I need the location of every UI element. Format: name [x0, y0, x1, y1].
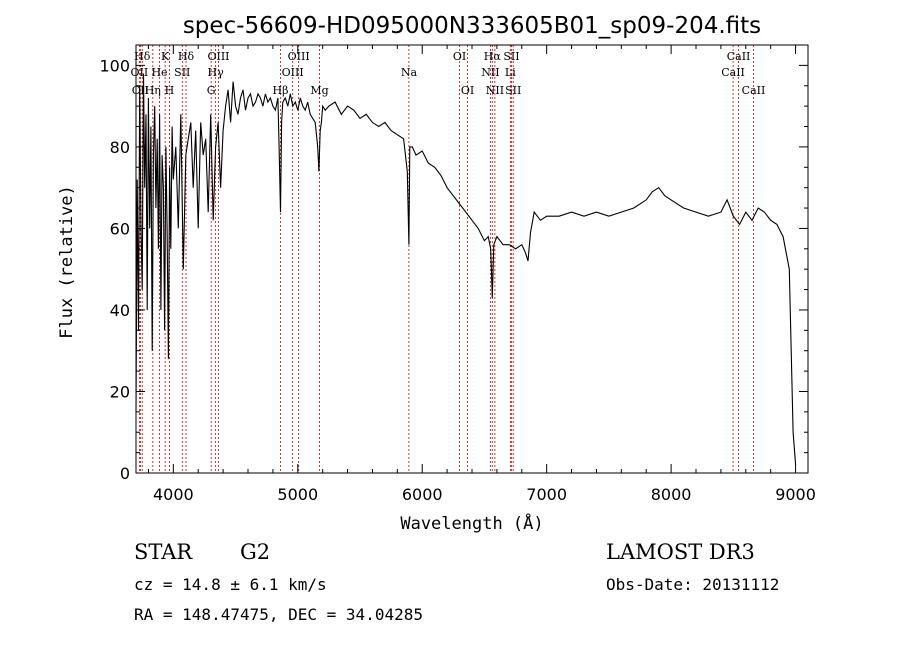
x-axis: 4000 5000 6000 7000 8000 9000	[147, 45, 816, 504]
spectral-line-label: SII	[505, 84, 521, 97]
y-axis-label: Flux (relative)	[57, 185, 77, 339]
spectral-line-label: OIII	[207, 50, 229, 63]
spectral-line-label: H	[165, 84, 175, 97]
y-axis: 0 20 40 60 80 100	[99, 44, 808, 483]
spectral-line-label: Hγ	[208, 66, 225, 79]
spectral-line-label: CaII	[721, 66, 745, 79]
x-tick-label: 4000	[153, 485, 194, 504]
spectral-line-label: Na	[401, 66, 418, 79]
spectral-line-label: OI	[461, 84, 474, 97]
spectral-line-label: K	[161, 50, 170, 63]
x-axis-label: Wavelength (Å)	[400, 512, 543, 534]
spectral-line-label: OII	[131, 66, 149, 79]
chart-title: spec-56609-HD095000N333605B01_sp09-204.f…	[183, 13, 761, 39]
y-tick-label: 60	[110, 219, 130, 238]
y-tick-label: 80	[110, 138, 130, 157]
obs-date: Obs-Date: 20131112	[606, 575, 779, 594]
spectral-line-label: OIII	[282, 66, 304, 79]
spectrum-line	[135, 73, 797, 465]
spectral-line-label: OI	[453, 50, 466, 63]
spectral-line-markers	[138, 45, 754, 473]
x-tick-label: 9000	[775, 485, 816, 504]
y-tick-label: 100	[99, 56, 130, 75]
y-tick-label: 40	[110, 301, 130, 320]
spectral-line-label: G	[207, 84, 216, 97]
spectral-line-label: Hδ	[134, 50, 151, 63]
survey-label: LAMOST DR3	[606, 540, 755, 564]
y-tick-label: 20	[110, 382, 130, 401]
object-subclass: G2	[240, 540, 270, 564]
object-class: STAR	[134, 540, 193, 564]
spectral-line-label: Mg	[310, 84, 328, 97]
spectral-line-label: He	[151, 66, 167, 79]
spectral-line-label: Hδ	[178, 50, 195, 63]
spectral-line-label: Hη	[145, 84, 161, 97]
x-tick-label: 7000	[526, 485, 567, 504]
spectral-line-label: OIII	[288, 50, 310, 63]
y-tick-label: 0	[120, 464, 130, 483]
spectral-line-label: NII	[481, 66, 499, 79]
x-tick-label: 6000	[402, 485, 443, 504]
spectral-line-label: SII	[174, 66, 190, 79]
spectral-line-label: SII	[503, 50, 519, 63]
x-tick-label: 5000	[277, 485, 318, 504]
spectral-line-label: CaII	[727, 50, 751, 63]
spectral-line-label: NII	[486, 84, 504, 97]
spectral-line-label: Li	[505, 66, 516, 79]
spectral-line-label: Hβ	[273, 84, 289, 97]
x-tick-label: 8000	[651, 485, 692, 504]
coordinates: RA = 148.47475, DEC = 34.04285	[134, 605, 423, 624]
spectral-line-label: Hα	[484, 50, 502, 63]
redshift-cz: cz = 14.8 ± 6.1 km/s	[134, 575, 327, 594]
spectral-line-label: CaII	[742, 84, 766, 97]
